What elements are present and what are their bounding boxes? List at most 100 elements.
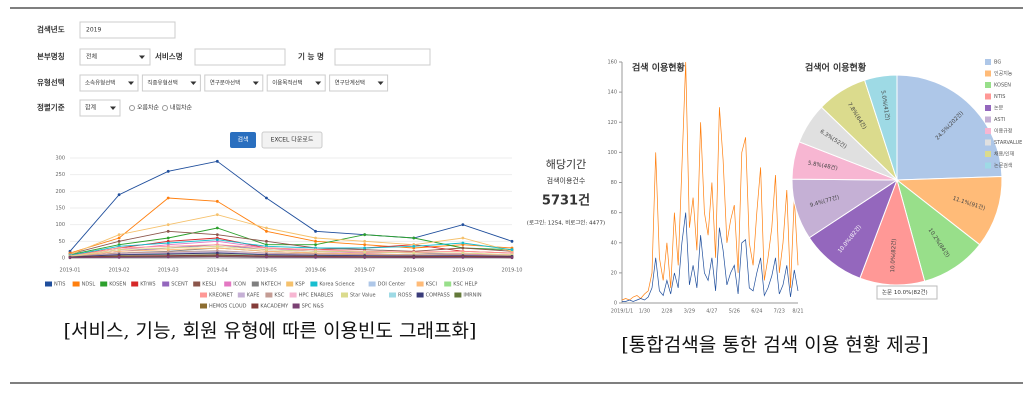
legend-label: COMPASS bbox=[426, 293, 450, 299]
select-arrow bbox=[139, 55, 145, 59]
type-select[interactable] bbox=[204, 74, 264, 92]
type-select[interactable] bbox=[266, 74, 326, 92]
legend-label: BG bbox=[994, 60, 1001, 66]
x-tick-label: 8/21 bbox=[792, 309, 803, 315]
y-tick-label: 140 bbox=[607, 90, 617, 96]
data-point bbox=[215, 244, 219, 248]
legend-swatch bbox=[341, 292, 348, 298]
data-point bbox=[215, 213, 219, 217]
y-tick-label: 250 bbox=[55, 172, 65, 178]
form-label: 정렬기준 bbox=[37, 102, 65, 112]
type-select[interactable] bbox=[79, 74, 139, 92]
stat-total: 5731건 bbox=[542, 193, 590, 209]
series-line bbox=[69, 244, 513, 257]
data-point bbox=[117, 236, 121, 240]
service-input[interactable] bbox=[194, 48, 286, 66]
button-label: 검색 bbox=[237, 136, 248, 144]
sort-select[interactable] bbox=[79, 99, 121, 117]
stat-breakdown: (로그인: 1254, 비로그인: 4477) bbox=[527, 219, 605, 227]
pie-slice bbox=[896, 74, 1003, 181]
search-button[interactable] bbox=[230, 132, 256, 148]
data-point bbox=[265, 239, 268, 243]
legend-label: KSC bbox=[274, 293, 284, 299]
excel-button[interactable] bbox=[261, 131, 323, 149]
legend-label: KOSEN bbox=[994, 83, 1011, 89]
y-tick-label: 0 bbox=[62, 256, 65, 262]
legend-swatch bbox=[444, 281, 452, 287]
y-tick-label: 150 bbox=[55, 206, 65, 212]
data-point bbox=[215, 238, 219, 242]
data-point bbox=[461, 255, 465, 259]
data-point bbox=[117, 239, 121, 243]
data-point bbox=[314, 239, 317, 243]
chart-title: 검색 이용현황 bbox=[632, 62, 686, 74]
data-point bbox=[166, 229, 170, 233]
legend-swatch bbox=[368, 281, 376, 287]
x-tick-label: 2019-02 bbox=[109, 268, 130, 274]
legend-swatch bbox=[286, 281, 294, 287]
form-label: 서비스명 bbox=[155, 51, 183, 61]
function-input[interactable] bbox=[334, 48, 431, 66]
y-tick-label: 200 bbox=[55, 189, 65, 195]
legend-swatch bbox=[985, 116, 991, 123]
legend-label: KACADEMY bbox=[260, 304, 289, 310]
data-point bbox=[166, 255, 170, 259]
legend-swatch bbox=[310, 281, 318, 287]
data-point bbox=[166, 241, 170, 245]
legend-swatch bbox=[985, 93, 991, 100]
y-tick-label: 100 bbox=[607, 150, 617, 156]
hq-select[interactable] bbox=[79, 48, 151, 66]
x-tick-label: 2019/1/1 bbox=[611, 309, 633, 315]
legend-label: NTIS bbox=[54, 282, 65, 288]
legend-label: KAFE bbox=[247, 293, 260, 299]
data-point bbox=[461, 241, 465, 245]
legend-label: ASTI bbox=[994, 117, 1005, 123]
legend-swatch bbox=[45, 281, 52, 287]
legend-label: HEMOS CLOUD bbox=[209, 304, 247, 310]
data-point bbox=[166, 236, 170, 240]
data-point bbox=[363, 246, 367, 250]
pie-slice bbox=[863, 74, 898, 181]
tooltip-box bbox=[876, 285, 938, 300]
legend-label: KSC HELP bbox=[453, 282, 477, 288]
select-arrow bbox=[377, 81, 384, 85]
data-point bbox=[265, 255, 268, 259]
right-caption: [통합검색을 통한 검색 이용 현황 제공] bbox=[621, 334, 929, 356]
data-point bbox=[363, 255, 367, 259]
type-select[interactable] bbox=[329, 74, 389, 92]
legend-swatch bbox=[985, 151, 991, 157]
legend-label: NDSL bbox=[82, 282, 96, 288]
legend-swatch bbox=[200, 303, 207, 309]
type-select[interactable] bbox=[141, 74, 201, 92]
x-tick-label: 2019-05 bbox=[256, 268, 277, 274]
y-tick-label: 120 bbox=[607, 120, 617, 126]
y-tick-label: 40 bbox=[611, 240, 617, 246]
year-input[interactable] bbox=[79, 21, 176, 39]
data-point bbox=[510, 239, 514, 243]
legend-swatch bbox=[985, 139, 991, 146]
form-label: 유형선택 bbox=[37, 77, 65, 87]
legend-swatch bbox=[416, 292, 424, 298]
legend-label: Star Value bbox=[350, 293, 376, 299]
radio[interactable] bbox=[162, 105, 168, 111]
x-tick-label: 2019-04 bbox=[207, 268, 228, 274]
legend-swatch bbox=[416, 281, 424, 287]
legend-label: KSCI bbox=[426, 282, 437, 288]
legend-label: 채용/인재 bbox=[994, 151, 1014, 158]
data-point bbox=[265, 196, 268, 200]
x-tick-label: 2019-08 bbox=[403, 268, 424, 274]
data-point bbox=[314, 236, 317, 240]
legend-swatch bbox=[985, 59, 991, 65]
data-point bbox=[363, 250, 367, 254]
select-value: 연구분야선택 bbox=[210, 79, 240, 87]
legend-label: KSP bbox=[295, 282, 304, 288]
legend-swatch bbox=[289, 292, 297, 298]
y-tick-label: 300 bbox=[55, 156, 65, 162]
legend-swatch bbox=[985, 82, 991, 88]
legend-swatch bbox=[131, 281, 139, 287]
legend-swatch bbox=[200, 292, 207, 298]
select-value: 연구단계선택 bbox=[335, 79, 365, 87]
legend-swatch bbox=[265, 292, 273, 298]
radio[interactable] bbox=[129, 105, 135, 111]
